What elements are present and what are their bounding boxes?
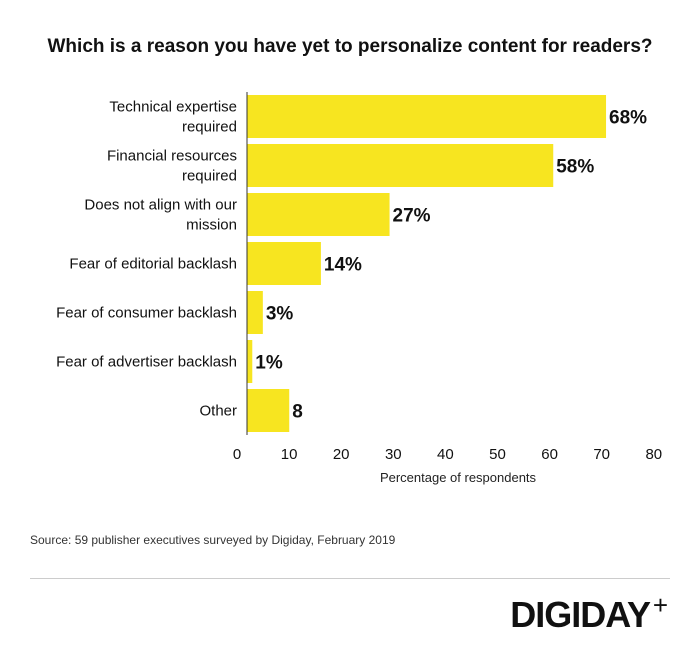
x-tick-label: 80 (645, 446, 662, 463)
data-label: 3% (266, 304, 294, 325)
bar (247, 242, 321, 285)
category-label: Does not align with our (84, 197, 237, 214)
category-label: Financial resources (107, 148, 237, 165)
source-note: Source: 59 publisher executives surveyed… (30, 533, 396, 547)
x-tick-label: 0 (233, 446, 241, 463)
x-tick-label: 10 (281, 446, 298, 463)
x-axis-label: Percentage of respondents (380, 470, 537, 485)
x-tick-label: 50 (489, 446, 506, 463)
chart-title: Which is a reason you have yet to person… (47, 36, 653, 57)
x-tick-label: 20 (333, 446, 350, 463)
category-label: Fear of editorial backlash (69, 256, 237, 273)
bar (247, 95, 607, 138)
data-label: 8 (292, 402, 303, 423)
data-label: 58% (556, 157, 594, 178)
data-label: 1% (255, 353, 283, 374)
x-tick-label: 40 (437, 446, 454, 463)
bar (247, 340, 253, 383)
x-tick-label: 70 (593, 446, 610, 463)
data-label: 14% (324, 255, 362, 276)
bar (247, 389, 290, 432)
digiday-logo: DIGIDAY (510, 594, 651, 635)
divider (30, 578, 670, 579)
category-label: Other (199, 403, 237, 420)
category-label: required (182, 168, 237, 185)
data-label: 27% (393, 206, 431, 227)
category-label: mission (186, 217, 237, 234)
bar (247, 291, 263, 334)
category-label: Technical expertise (109, 99, 237, 116)
x-tick-label: 60 (541, 446, 558, 463)
data-label: 68% (609, 108, 647, 129)
category-label: Fear of advertiser backlash (56, 354, 237, 371)
bar (247, 193, 390, 236)
logo-plus: + (652, 590, 668, 620)
bar (247, 144, 554, 187)
category-label: Fear of consumer backlash (56, 305, 237, 322)
x-tick-label: 30 (385, 446, 402, 463)
category-label: required (182, 119, 237, 136)
bar-chart: 68% Technical expertise required 58% Financi… (56, 92, 662, 485)
